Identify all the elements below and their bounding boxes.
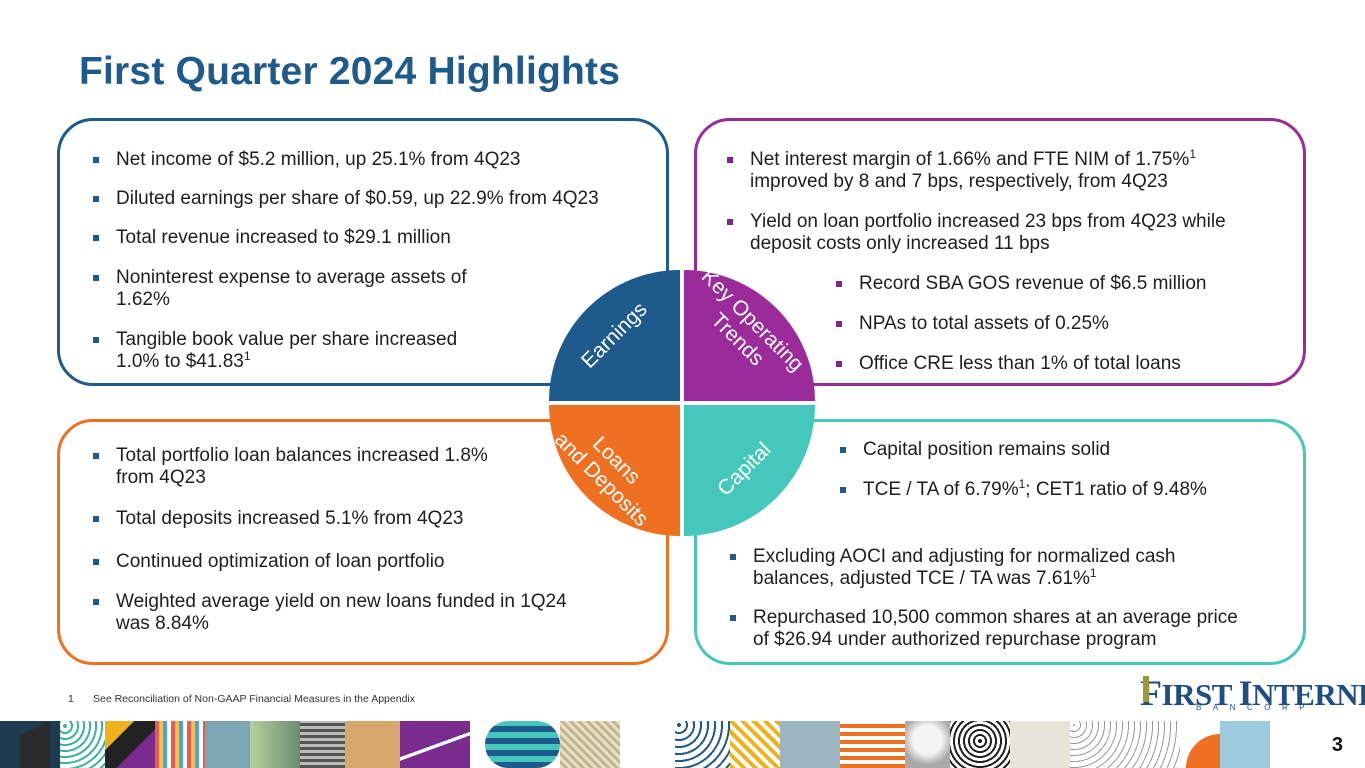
quadrant-loans xyxy=(549,405,680,536)
key-bullet-nim: Net interest margin of 1.66% and FTE NIM… xyxy=(724,147,1196,193)
strip-tile xyxy=(105,721,155,768)
logo-flag-mark xyxy=(1143,676,1149,702)
strip-tile xyxy=(155,721,205,768)
strip-tile xyxy=(950,721,1010,768)
page-title: First Quarter 2024 Highlights xyxy=(79,50,621,93)
strip-tile xyxy=(205,721,250,768)
decorative-image-strip xyxy=(0,721,1365,768)
footnote-ref: 1 xyxy=(1018,477,1026,491)
footnote-ref: 1 xyxy=(243,349,251,363)
key-bullet-npas: NPAs to total assets of 0.25% xyxy=(833,313,1109,335)
strip-tile xyxy=(470,721,485,768)
key-bullet-sba: Record SBA GOS revenue of $6.5 million xyxy=(833,273,1206,295)
strip-tile xyxy=(60,721,105,768)
strip-tile xyxy=(1010,721,1070,768)
footnote-ref: 1 xyxy=(1189,147,1196,161)
quadrant-circle: Earnings Key Operating Trends Loans and … xyxy=(549,270,815,536)
earnings-bullet-net-income: Net income of $5.2 million, up 25.1% fro… xyxy=(90,149,520,171)
earnings-bullet-nonint-expense: Noninterest expense to average assets of… xyxy=(90,267,467,311)
page-number: 3 xyxy=(1331,734,1343,756)
capital-bullet-aoci: Excluding AOCI and adjusting for normali… xyxy=(727,546,1175,590)
capital-bullet-repurchase: Repurchased 10,500 common shares at an a… xyxy=(727,607,1238,651)
capital-bullet-tce: TCE / TA of 6.79%1; CET1 ratio of 9.48% xyxy=(837,477,1207,501)
earnings-panel: Net income of $5.2 million, up 25.1% fro… xyxy=(57,118,669,386)
quadrant-capital xyxy=(684,405,815,536)
strip-tile xyxy=(300,721,345,768)
loans-bullet-balances: Total portfolio loan balances increased … xyxy=(90,445,488,489)
company-logo: FIRST INTERNET BANCORP xyxy=(1140,672,1365,714)
loans-deposits-panel: Total portfolio loan balances increased … xyxy=(57,419,669,665)
key-bullet-office-cre: Office CRE less than 1% of total loans xyxy=(833,353,1181,375)
earnings-bullet-revenue: Total revenue increased to $29.1 million xyxy=(90,227,451,249)
earnings-bullet-eps: Diluted earnings per share of $0.59, up … xyxy=(90,188,599,210)
strip-tile xyxy=(730,721,780,768)
strip-tile xyxy=(620,721,675,768)
strip-tile xyxy=(485,721,560,768)
strip-tile xyxy=(400,721,470,768)
quadrant-key-trends xyxy=(684,270,815,401)
strip-tile xyxy=(780,721,840,768)
footnote-ref: 1 xyxy=(1089,566,1097,580)
loans-bullet-yield: Weighted average yield on new loans fund… xyxy=(90,591,567,635)
strip-tile xyxy=(1070,721,1180,768)
strip-tile xyxy=(675,721,730,768)
strip-tile xyxy=(1270,721,1365,768)
earnings-bullet-tbv: Tangible book value per share increased 1… xyxy=(90,329,457,373)
footnote: 1 See Reconciliation of Non-GAAP Financia… xyxy=(68,693,415,705)
capital-bullet-solid: Capital position remains solid xyxy=(837,439,1110,461)
strip-tile xyxy=(905,721,950,768)
quadrant-earnings xyxy=(549,270,680,401)
strip-tile xyxy=(1220,721,1270,768)
loans-bullet-optimization: Continued optimization of loan portfolio xyxy=(90,551,444,573)
logo-subtitle: BANCORP xyxy=(1196,703,1317,712)
strip-tile xyxy=(1180,721,1220,768)
loans-bullet-deposits: Total deposits increased 5.1% from 4Q23 xyxy=(90,508,463,530)
strip-tile xyxy=(345,721,400,768)
strip-tile xyxy=(250,721,300,768)
key-bullet-yield: Yield on loan portfolio increased 23 bps… xyxy=(724,211,1226,255)
strip-tile xyxy=(560,721,620,768)
strip-tile xyxy=(840,721,905,768)
